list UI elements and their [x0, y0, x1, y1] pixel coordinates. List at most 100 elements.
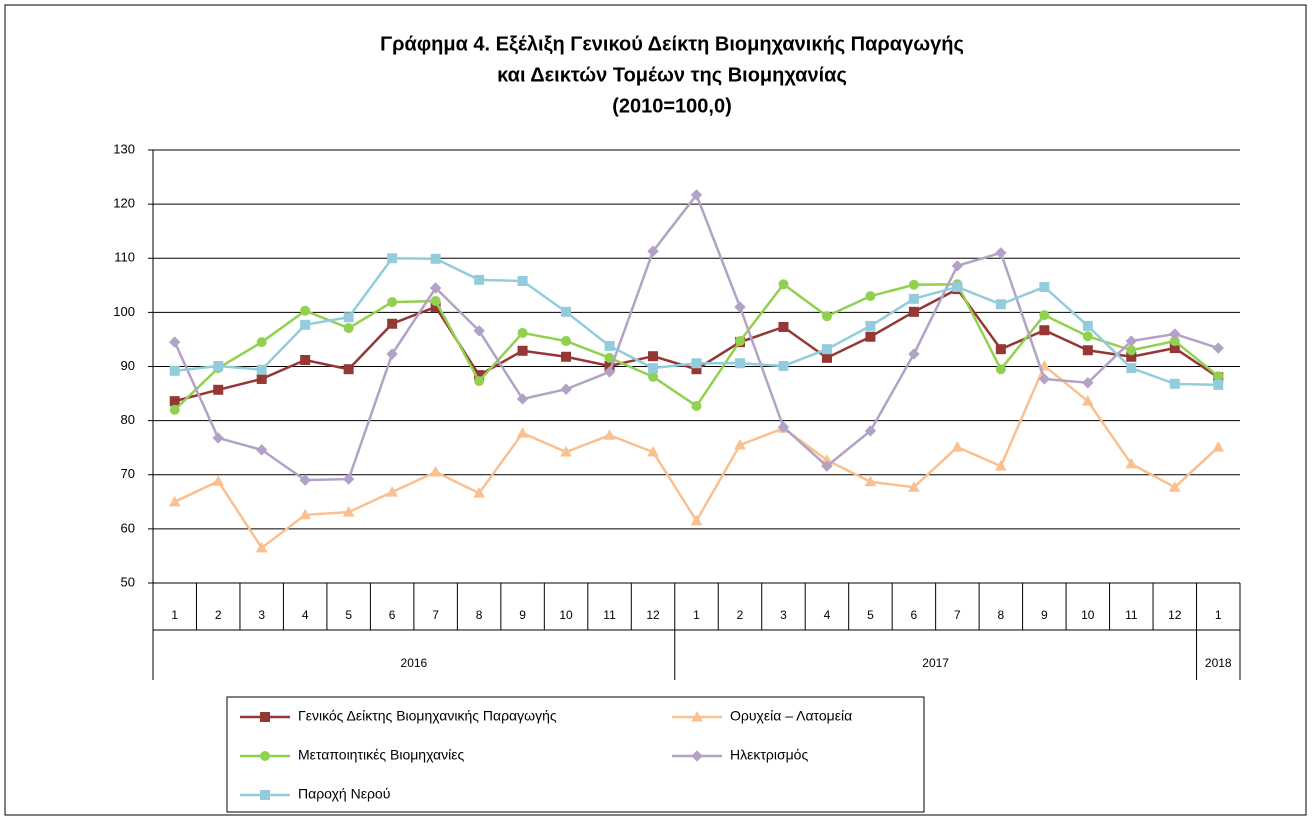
data-point [1039, 325, 1050, 336]
legend-marker [260, 712, 270, 722]
x-tick-label: 4 [824, 608, 831, 622]
data-point [342, 506, 355, 517]
x-tick-label: 7 [954, 608, 961, 622]
data-point [168, 495, 181, 507]
data-point [430, 253, 441, 264]
data-point [299, 508, 312, 520]
chart-title: και Δεικτών Τομέων της Βιομηχανίας [497, 64, 847, 86]
data-point [647, 445, 659, 457]
data-point [1126, 345, 1137, 356]
y-tick-label: 120 [113, 196, 135, 211]
data-point [1082, 345, 1093, 356]
data-point [864, 425, 877, 437]
data-point [561, 351, 572, 362]
data-point [300, 305, 311, 316]
legend-label: Ηλεκτρισμός [730, 747, 808, 763]
data-point [474, 376, 485, 387]
data-point [908, 481, 920, 492]
data-point [1038, 373, 1051, 385]
x-tick-label: 4 [302, 608, 309, 622]
data-point [343, 312, 354, 323]
data-point [908, 293, 919, 304]
x-tick-label: 7 [432, 608, 439, 622]
data-point [821, 311, 832, 322]
data-point [648, 363, 659, 374]
group-label: 2017 [922, 656, 949, 670]
x-tick-label: 12 [1168, 608, 1182, 622]
data-point [516, 427, 529, 438]
data-point [517, 327, 528, 338]
legend-marker [691, 750, 703, 762]
data-point [169, 365, 180, 376]
data-point [516, 393, 529, 405]
data-point [474, 274, 485, 285]
data-point [429, 466, 442, 477]
data-point [952, 281, 963, 292]
x-tick-label: 9 [1041, 608, 1048, 622]
data-point [1169, 378, 1180, 389]
data-point [648, 371, 659, 382]
y-tick-label: 60 [121, 520, 135, 535]
x-tick-label: 5 [867, 608, 874, 622]
data-point [908, 306, 919, 317]
data-point [387, 318, 398, 329]
data-point [386, 348, 398, 360]
group-label: 2016 [401, 656, 428, 670]
y-tick-label: 110 [114, 250, 135, 265]
data-point [951, 441, 964, 452]
legend-marker [691, 710, 703, 722]
data-point [603, 366, 616, 378]
chart-title: (2010=100,0) [612, 95, 732, 117]
legend-label: Μεταποιητικές Βιομηχανίες [298, 747, 464, 763]
data-point [299, 474, 311, 486]
legend-label: Παροχή Νερού [298, 786, 390, 802]
chart-title: Γράφημα 4. Εξέλιξη Γενικού Δείκτη Βιομηχ… [380, 33, 964, 55]
legend-marker [260, 751, 270, 761]
data-point [1212, 342, 1224, 354]
data-point [387, 253, 398, 264]
legend-label: Γενικός Δείκτης Βιομηχανικής Παραγωγής [298, 708, 557, 724]
data-point [212, 475, 225, 486]
data-point [691, 401, 702, 412]
legend-label: Ορυχεία – Λατομεία [730, 708, 852, 724]
group-label: 2018 [1205, 656, 1232, 670]
data-point [1039, 310, 1050, 321]
x-tick-label: 2 [737, 608, 744, 622]
x-tick-label: 8 [476, 608, 483, 622]
data-point [995, 344, 1006, 355]
data-point [908, 279, 919, 290]
data-point [1125, 457, 1138, 469]
x-tick-label: 12 [646, 608, 660, 622]
data-point [1082, 320, 1093, 331]
data-point [995, 299, 1006, 310]
data-point [821, 352, 832, 363]
data-point [603, 429, 616, 440]
legend-box [226, 696, 925, 813]
data-point [1212, 441, 1225, 452]
data-point [778, 321, 789, 332]
data-point [1125, 335, 1138, 347]
data-point [387, 297, 398, 308]
data-point [647, 245, 659, 257]
data-point [1039, 281, 1050, 292]
data-point [995, 460, 1007, 471]
data-point [169, 404, 180, 415]
data-point [212, 432, 224, 444]
x-tick-label: 10 [559, 608, 573, 622]
data-point [778, 360, 789, 371]
data-point [1213, 379, 1224, 390]
x-tick-label: 2 [215, 608, 222, 622]
data-point [734, 336, 745, 347]
data-point [777, 421, 790, 433]
data-point [517, 275, 528, 286]
data-point [648, 351, 659, 362]
data-point [604, 340, 615, 351]
data-point [256, 373, 267, 384]
data-point [300, 319, 311, 330]
y-tick-label: 50 [121, 574, 135, 589]
data-point [1081, 395, 1094, 406]
data-point [995, 247, 1007, 259]
data-point [951, 260, 964, 272]
